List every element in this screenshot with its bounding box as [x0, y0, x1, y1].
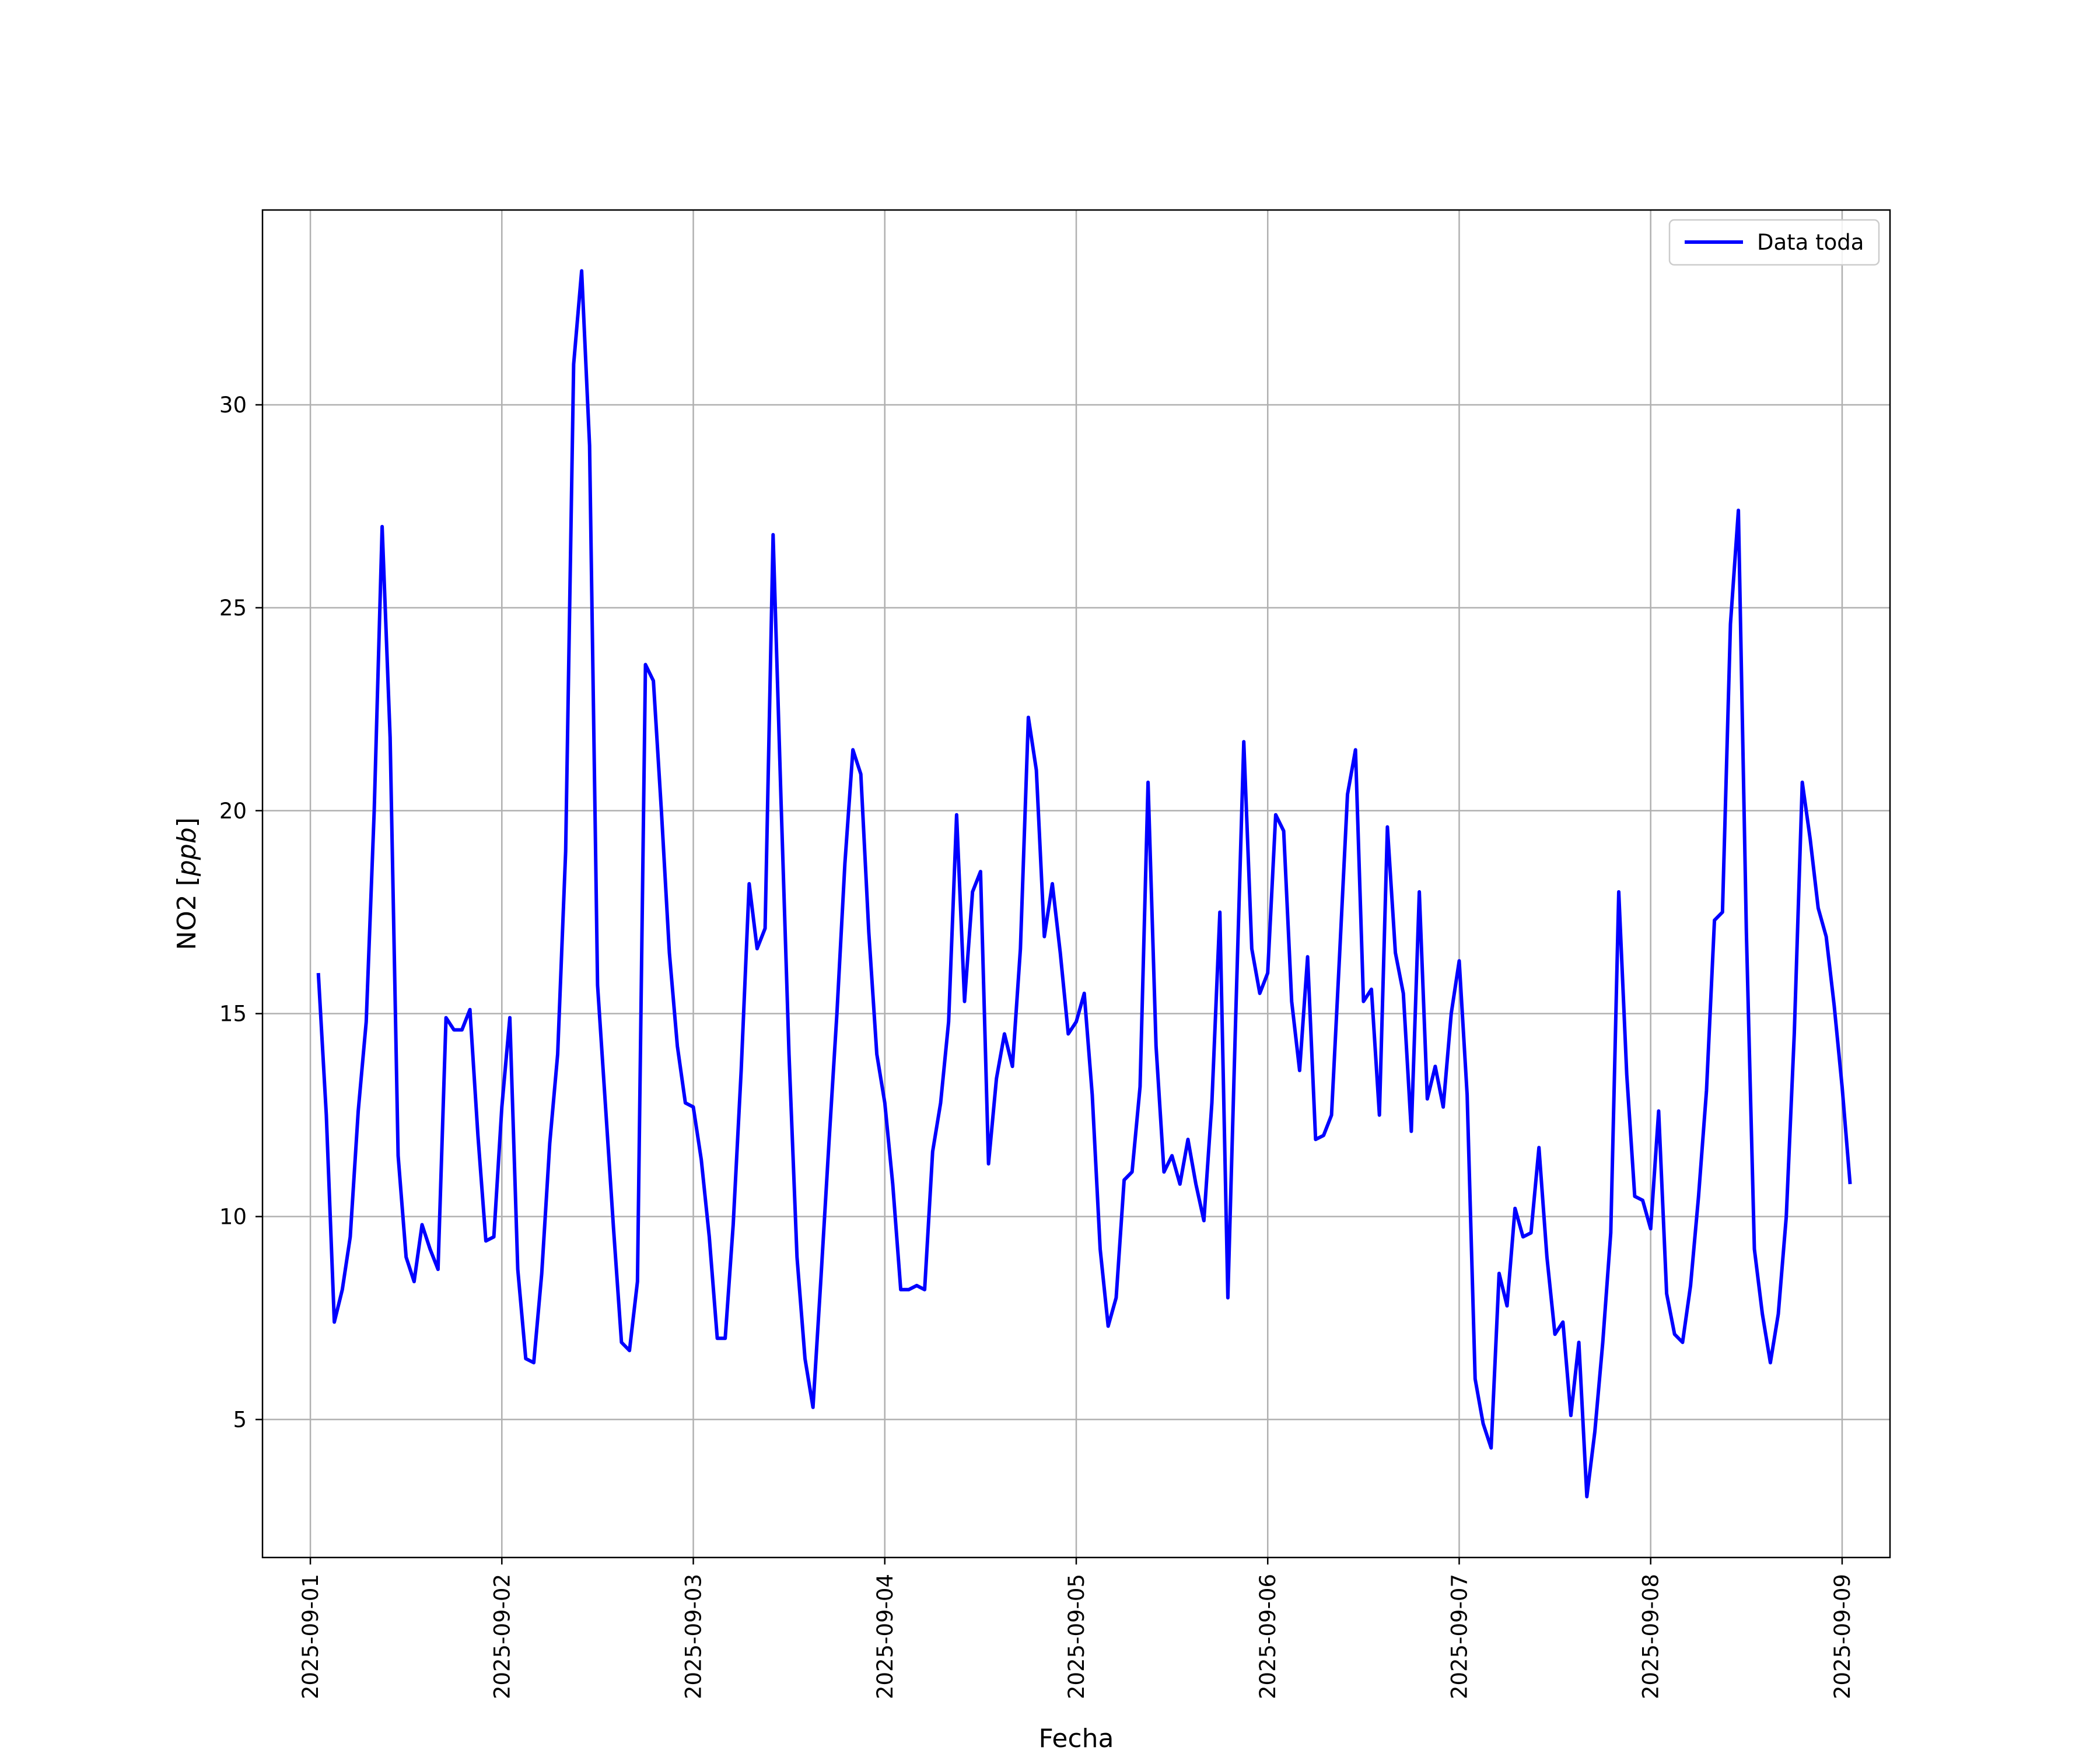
grid-y: [262, 404, 1890, 1420]
x-tick-label: 2025-09-06: [1255, 1574, 1280, 1699]
x-tick-label: 2025-09-03: [681, 1574, 706, 1699]
y-axis-label-main: NO2 [: [172, 876, 202, 950]
x-tick-label: 2025-09-01: [298, 1574, 323, 1699]
x-tick-label: 2025-09-05: [1064, 1574, 1089, 1699]
legend-label: Data toda: [1757, 230, 1864, 255]
x-axis-label: Fecha: [1038, 1724, 1114, 1750]
y-axis-label: NO2 [ppb]: [172, 817, 202, 950]
legend-box: [1668, 219, 1880, 266]
y-axis-label-close: ]: [172, 817, 202, 827]
y-axis: 5 10 15 20 25 30: [219, 393, 262, 1432]
x-axis: 2025-09-01 2025-09-02 2025-09-03 2025-09-04…: [298, 1558, 1855, 1699]
x-tick-label: 2025-09-07: [1447, 1574, 1472, 1699]
y-tick-label: 10: [219, 1205, 247, 1230]
x-tick-label: 2025-09-09: [1830, 1574, 1855, 1699]
y-tick-label: 30: [219, 393, 247, 418]
x-tick-label: 2025-09-04: [873, 1574, 898, 1699]
y-tick-label: 5: [233, 1407, 247, 1432]
x-tick-label: 2025-09-02: [489, 1574, 514, 1699]
y-tick-label: 25: [219, 596, 247, 621]
y-axis-label-unit: ppb: [172, 827, 202, 877]
y-tick-label: 15: [219, 1002, 247, 1027]
legend: Data toda: [1668, 219, 1880, 266]
grid-x: [309, 210, 1843, 1558]
series-line-0: [316, 269, 1852, 1499]
y-tick-label: 20: [219, 799, 247, 824]
series-layer: [316, 269, 1852, 1499]
x-tick-label: 2025-09-08: [1639, 1574, 1664, 1699]
